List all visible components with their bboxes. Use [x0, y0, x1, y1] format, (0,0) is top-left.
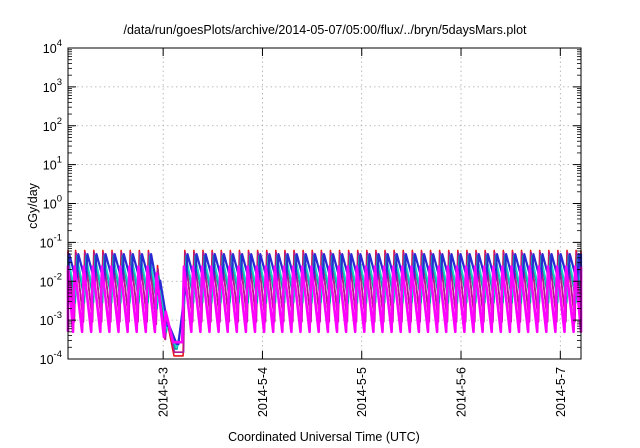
x-tick-label: 2014-5-6 — [455, 367, 469, 417]
series-group — [66, 249, 583, 357]
y-tick-label: 10-3 — [40, 310, 62, 328]
y-axis-label: cGy/day — [26, 182, 40, 229]
x-tick-label: 2014-5-5 — [355, 367, 369, 417]
y-tick-label: 10-4 — [40, 349, 62, 367]
y-tick-label: 10-1 — [40, 232, 62, 250]
y-tick-label: 102 — [43, 116, 62, 134]
y-tick-label: 104 — [43, 38, 62, 56]
x-axis-label: Coordinated Universal Time (UTC) — [228, 430, 420, 444]
y-tick-label: 100 — [43, 194, 62, 212]
x-tick-label: 2014-5-3 — [157, 367, 171, 417]
y-tick-label: 10-2 — [40, 271, 62, 289]
chart-title: /data/run/goesPlots/archive/2014-05-07/0… — [123, 23, 527, 37]
x-tick-label: 2014-5-4 — [256, 367, 270, 417]
series-line — [66, 265, 583, 344]
x-ticks: 2014-5-3 2014-5-4 2014-5-5 2014-5-6 2014-5-7 — [157, 48, 568, 417]
x-tick-label: 2014-5-7 — [554, 367, 568, 417]
y-tick-label: 103 — [43, 77, 62, 95]
y-tick-label: 101 — [43, 155, 62, 173]
